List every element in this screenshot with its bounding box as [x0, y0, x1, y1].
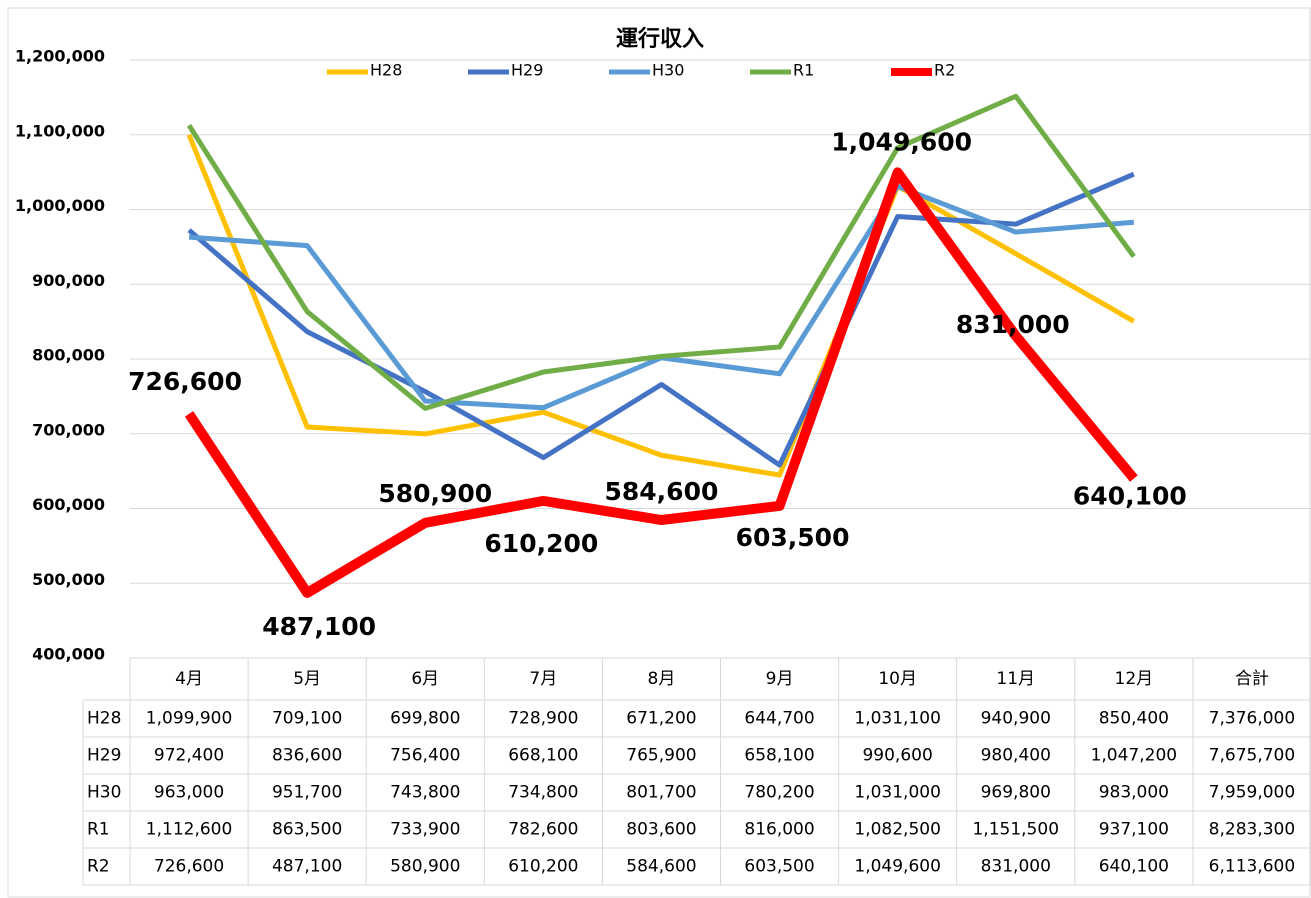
- table-cell: 951,700: [272, 783, 342, 803]
- data-label: 831,000: [956, 310, 1070, 339]
- data-label: 640,100: [1073, 482, 1187, 511]
- table-cell: 1,099,900: [146, 709, 233, 729]
- table-cell: 969,800: [981, 783, 1051, 803]
- table-header: 12月: [1115, 669, 1154, 689]
- table-header: 10月: [878, 669, 917, 689]
- table-cell: 658,100: [744, 746, 814, 766]
- data-label: 603,500: [736, 523, 850, 552]
- table-cell: 990,600: [862, 746, 932, 766]
- table-cell: 640,100: [1099, 857, 1169, 877]
- series-line: [187, 171, 1135, 468]
- table-header: 合計: [1235, 669, 1269, 689]
- chart-title: 運行収入: [616, 26, 704, 52]
- table-cell: 765,900: [626, 746, 696, 766]
- series-line: [186, 93, 1136, 411]
- table-cell: 831,000: [981, 857, 1051, 877]
- y-tick-label: 700,000: [32, 420, 105, 439]
- table-cell: 734,800: [508, 783, 578, 803]
- series-line: [184, 167, 1138, 598]
- y-tick-label: 900,000: [32, 271, 105, 290]
- table-cell: 7,675,700: [1209, 746, 1296, 766]
- table-cell: 584,600: [626, 857, 696, 877]
- table-cell: 1,031,100: [854, 709, 941, 729]
- legend-label: R1: [793, 61, 814, 80]
- data-label: 726,600: [128, 367, 242, 396]
- table-cell: 963,000: [154, 783, 224, 803]
- y-tick-label: 600,000: [32, 495, 105, 514]
- y-tick-label: 800,000: [32, 346, 105, 365]
- table-cell: 972,400: [154, 746, 224, 766]
- table-row-label: R2: [87, 857, 110, 877]
- table-cell: 937,100: [1099, 820, 1169, 840]
- data-label: 610,200: [484, 529, 598, 558]
- table-cell: 726,600: [154, 857, 224, 877]
- table-cell: 7,376,000: [1209, 709, 1296, 729]
- table-cell: 6,113,600: [1209, 857, 1296, 877]
- table-cell: 1,049,600: [854, 857, 941, 877]
- y-tick-label: 1,100,000: [15, 121, 105, 140]
- legend-label: R2: [934, 61, 955, 80]
- table-header: 8月: [648, 669, 676, 689]
- table-cell: 8,283,300: [1209, 820, 1296, 840]
- table-header: 4月: [175, 669, 203, 689]
- table-cell: 816,000: [744, 820, 814, 840]
- table-cell: 644,700: [744, 709, 814, 729]
- y-tick-label: 1,000,000: [15, 196, 105, 215]
- data-label: 580,900: [378, 479, 492, 508]
- table-cell: 780,200: [744, 783, 814, 803]
- series-line: [186, 133, 1136, 478]
- table-cell: 743,800: [390, 783, 460, 803]
- table-cell: 980,400: [981, 746, 1051, 766]
- legend-label: H29: [511, 61, 543, 80]
- table-cell: 733,900: [390, 820, 460, 840]
- table-cell: 850,400: [1099, 709, 1169, 729]
- table-cell: 728,900: [508, 709, 578, 729]
- legend-label: H28: [370, 61, 402, 80]
- table-cell: 1,151,500: [972, 820, 1059, 840]
- table-header: 11月: [996, 669, 1035, 689]
- y-tick-label: 1,200,000: [15, 47, 105, 66]
- table-cell: 1,082,500: [854, 820, 941, 840]
- table-cell: 803,600: [626, 820, 696, 840]
- table-row-label: H29: [87, 746, 121, 766]
- table-cell: 1,112,600: [146, 820, 233, 840]
- legend-label: H30: [652, 61, 684, 80]
- table-cell: 983,000: [1099, 783, 1169, 803]
- table-cell: 610,200: [508, 857, 578, 877]
- table-cell: 1,047,200: [1091, 746, 1178, 766]
- table-row-label: H28: [87, 709, 121, 729]
- table-cell: 487,100: [272, 857, 342, 877]
- table-header: 9月: [766, 669, 794, 689]
- table-row-label: H30: [87, 783, 121, 803]
- table-cell: 668,100: [508, 746, 578, 766]
- table-cell: 7,959,000: [1209, 783, 1296, 803]
- y-tick-label: 500,000: [32, 570, 105, 589]
- table-cell: 671,200: [626, 709, 696, 729]
- data-label: 584,600: [605, 477, 719, 506]
- table-cell: 699,800: [390, 709, 460, 729]
- data-label: 487,100: [262, 612, 376, 641]
- table-cell: 603,500: [744, 857, 814, 877]
- table-header: 7月: [529, 669, 557, 689]
- table-cell: 709,100: [272, 709, 342, 729]
- y-tick-label: 400,000: [32, 645, 105, 664]
- table-cell: 801,700: [626, 783, 696, 803]
- table-cell: 756,400: [390, 746, 460, 766]
- table-row-label: R1: [87, 820, 110, 840]
- table-cell: 836,600: [272, 746, 342, 766]
- table-cell: 782,600: [508, 820, 578, 840]
- data-label: 1,049,600: [831, 127, 972, 156]
- table-cell: 580,900: [390, 857, 460, 877]
- table-cell: 1,031,000: [854, 783, 941, 803]
- table-header: 6月: [411, 669, 439, 689]
- table-cell: 940,900: [981, 709, 1051, 729]
- table-header: 5月: [293, 669, 321, 689]
- table-cell: 863,500: [272, 820, 342, 840]
